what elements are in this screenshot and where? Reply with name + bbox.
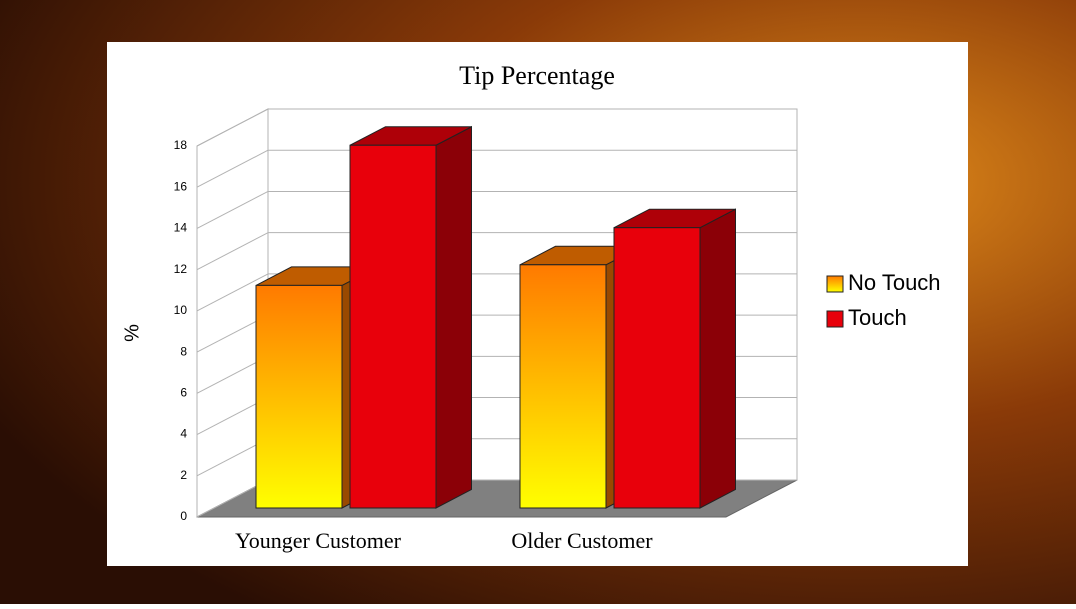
y-tick-label: 14 xyxy=(174,221,188,235)
y-tick-label: 4 xyxy=(180,427,187,441)
legend-label: Touch xyxy=(848,305,907,330)
x-tick-label: Younger Customer xyxy=(235,528,402,553)
bar xyxy=(613,208,736,509)
bar-front xyxy=(613,227,701,509)
y-tick-label: 0 xyxy=(180,509,187,523)
legend-swatch xyxy=(826,310,844,328)
grid-line xyxy=(196,108,269,147)
chart-title: Tip Percentage xyxy=(459,61,615,90)
grid-line xyxy=(196,149,269,188)
bar-front xyxy=(349,144,437,509)
bar-front xyxy=(255,284,343,509)
y-tick-label: 18 xyxy=(174,138,188,152)
y-tick-label: 2 xyxy=(180,468,187,482)
bar xyxy=(349,125,472,509)
bar-side xyxy=(699,208,736,509)
bar-side xyxy=(435,125,472,509)
legend-label: No Touch xyxy=(848,270,941,295)
y-tick-label: 6 xyxy=(180,386,187,400)
x-tick-label: Older Customer xyxy=(511,528,653,553)
y-tick-label: 8 xyxy=(180,344,187,358)
y-tick-label: 10 xyxy=(174,303,188,317)
y-tick-label: 16 xyxy=(174,179,188,193)
grid-line xyxy=(196,232,269,271)
y-axis-label: % xyxy=(121,324,143,342)
legend-swatch xyxy=(826,275,844,293)
grid-line xyxy=(196,191,269,229)
y-tick-label: 12 xyxy=(174,262,188,276)
bar-front xyxy=(519,264,607,509)
grid-line xyxy=(196,273,269,312)
